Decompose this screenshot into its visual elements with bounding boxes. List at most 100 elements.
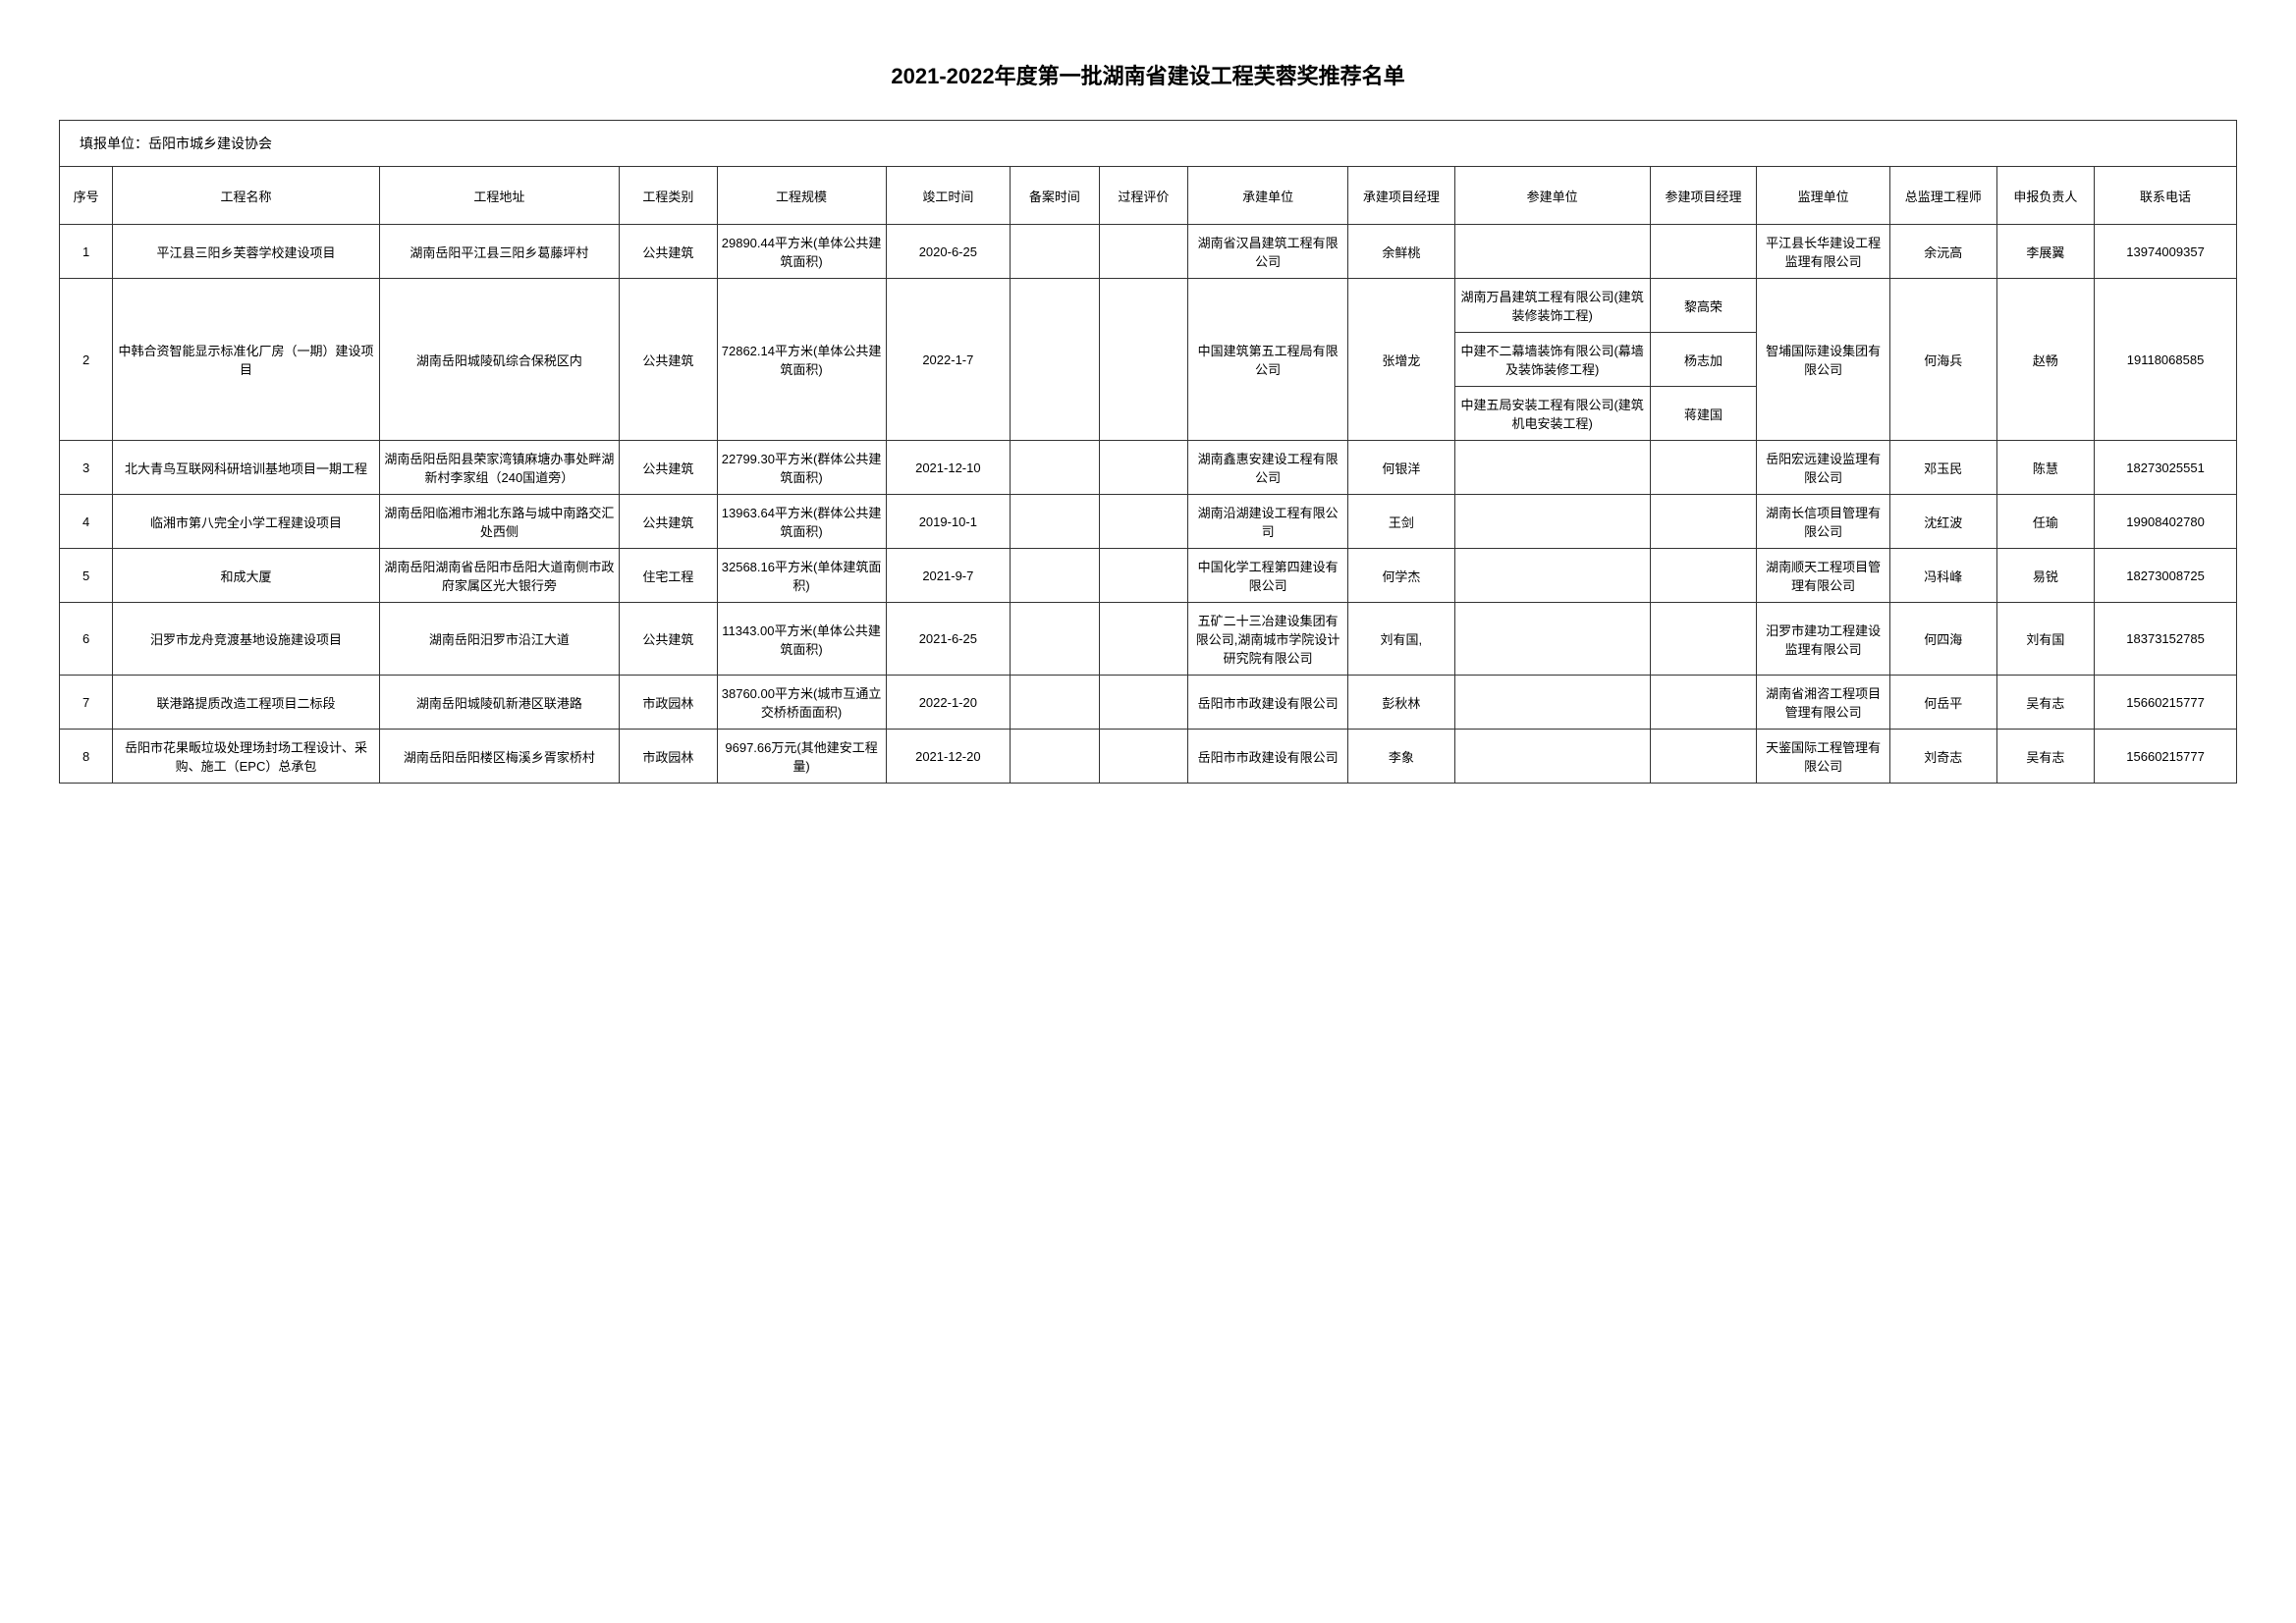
table-cell: 2021-12-10 [886,441,1011,495]
table-cell [1099,441,1187,495]
th-eval: 过程评价 [1099,167,1187,225]
table-cell: 湖南顺天工程项目管理有限公司 [1757,549,1890,603]
table-cell: 湖南长信项目管理有限公司 [1757,495,1890,549]
table-cell: 黎高荣 [1650,279,1757,333]
table-cell: 沈红波 [1889,495,1996,549]
table-cell: 天鉴国际工程管理有限公司 [1757,730,1890,784]
header-row: 序号 工程名称 工程地址 工程类别 工程规模 竣工时间 备案时间 过程评价 承建… [60,167,2237,225]
table-cell: 19118068585 [2095,279,2237,441]
table-cell [1454,676,1650,730]
th-su: 监理单位 [1757,167,1890,225]
table-cell: 公共建筑 [620,225,718,279]
table-cell [1454,603,1650,676]
table-cell: 岳阳宏远建设监理有限公司 [1757,441,1890,495]
table-cell: 19908402780 [2095,495,2237,549]
table-cell: 岳阳市市政建设有限公司 [1188,676,1348,730]
table-cell: 18373152785 [2095,603,2237,676]
table-cell: 市政园林 [620,676,718,730]
th-addr: 工程地址 [379,167,619,225]
table-cell: 王剑 [1348,495,1455,549]
table-cell: 湖南沿湖建设工程有限公司 [1188,495,1348,549]
table-cell: 2019-10-1 [886,495,1011,549]
table-row: 8岳阳市花果畈垃圾处理场封场工程设计、采购、施工（EPC）总承包湖南岳阳岳阳楼区… [60,730,2237,784]
table-cell: 湖南岳阳湖南省岳阳市岳阳大道南侧市政府家属区光大银行旁 [379,549,619,603]
table-cell: 平江县长华建设工程监理有限公司 [1757,225,1890,279]
table-cell [1099,730,1187,784]
table-cell: 5 [60,549,113,603]
table-cell: 湖南岳阳城陵矶新港区联港路 [379,676,619,730]
table-cell: 中建五局安装工程有限公司(建筑机电安装工程) [1454,387,1650,441]
th-se: 总监理工程师 [1889,167,1996,225]
table-cell [1011,495,1099,549]
table-cell: 市政园林 [620,730,718,784]
table-cell: 陈慧 [1996,441,2095,495]
table-cell: 易锐 [1996,549,2095,603]
table-row: 2中韩合资智能显示标准化厂房（一期）建设项目湖南岳阳城陵矶综合保税区内公共建筑7… [60,279,2237,333]
table-cell [1650,603,1757,676]
recommendation-table: 填报单位：岳阳市城乡建设协会 序号 工程名称 工程地址 工程类别 工程规模 竣工… [59,120,2237,784]
table-cell [1454,225,1650,279]
table-cell: 2020-6-25 [886,225,1011,279]
table-cell: 何海兵 [1889,279,1996,441]
th-cat: 工程类别 [620,167,718,225]
th-done: 竣工时间 [886,167,1011,225]
table-cell: 15660215777 [2095,730,2237,784]
table-cell: 2022-1-20 [886,676,1011,730]
table-row: 6汨罗市龙舟竞渡基地设施建设项目湖南岳阳汨罗市沿江大道公共建筑11343.00平… [60,603,2237,676]
table-cell [1099,549,1187,603]
table-cell [1011,549,1099,603]
table-cell: 湖南岳阳平江县三阳乡葛藤坪村 [379,225,619,279]
table-cell [1099,495,1187,549]
table-cell: 2022-1-7 [886,279,1011,441]
table-cell [1454,730,1650,784]
table-cell: 中韩合资智能显示标准化厂房（一期）建设项目 [113,279,379,441]
table-cell: 2 [60,279,113,441]
table-row: 1平江县三阳乡芙蓉学校建设项目湖南岳阳平江县三阳乡葛藤坪村公共建筑29890.4… [60,225,2237,279]
th-ap: 申报负责人 [1996,167,2095,225]
th-seq: 序号 [60,167,113,225]
table-cell [1099,225,1187,279]
table-cell [1011,603,1099,676]
table-cell: 李展翼 [1996,225,2095,279]
table-cell [1650,225,1757,279]
table-cell [1650,495,1757,549]
th-pu: 参建单位 [1454,167,1650,225]
table-cell: 公共建筑 [620,279,718,441]
table-cell [1099,676,1187,730]
reporter-row: 填报单位：岳阳市城乡建设协会 [60,121,2237,167]
table-cell: 刘有国 [1996,603,2095,676]
table-cell [1011,279,1099,441]
table-cell: 联港路提质改造工程项目二标段 [113,676,379,730]
table-cell [1454,441,1650,495]
table-cell: 李象 [1348,730,1455,784]
table-cell: 余沅高 [1889,225,1996,279]
table-cell: 22799.30平方米(群体公共建筑面积) [717,441,886,495]
table-cell: 湖南岳阳临湘市湘北东路与城中南路交汇处西侧 [379,495,619,549]
table-row: 7联港路提质改造工程项目二标段湖南岳阳城陵矶新港区联港路市政园林38760.00… [60,676,2237,730]
table-cell: 7 [60,676,113,730]
table-cell: 公共建筑 [620,495,718,549]
table-cell: 湖南岳阳岳阳楼区梅溪乡胥家桥村 [379,730,619,784]
table-cell: 和成大厦 [113,549,379,603]
table-cell: 杨志加 [1650,333,1757,387]
table-cell: 15660215777 [2095,676,2237,730]
table-cell [1099,603,1187,676]
table-cell: 中国建筑第五工程局有限公司 [1188,279,1348,441]
th-pm: 参建项目经理 [1650,167,1757,225]
table-cell: 冯科峰 [1889,549,1996,603]
table-cell: 岳阳市市政建设有限公司 [1188,730,1348,784]
page-title: 2021-2022年度第一批湖南省建设工程芙蓉奖推荐名单 [59,59,2237,90]
table-cell: 2021-6-25 [886,603,1011,676]
table-cell: 4 [60,495,113,549]
table-cell [1454,495,1650,549]
table-cell [1650,676,1757,730]
table-cell [1011,676,1099,730]
table-cell: 智埔国际建设集团有限公司 [1757,279,1890,441]
table-cell: 吴有志 [1996,676,2095,730]
table-cell: 住宅工程 [620,549,718,603]
table-cell: 中建不二幕墙装饰有限公司(幕墙及装饰装修工程) [1454,333,1650,387]
table-cell: 平江县三阳乡芙蓉学校建设项目 [113,225,379,279]
table-cell: 公共建筑 [620,603,718,676]
table-cell: 38760.00平方米(城市互通立交桥桥面面积) [717,676,886,730]
table-cell: 18273008725 [2095,549,2237,603]
